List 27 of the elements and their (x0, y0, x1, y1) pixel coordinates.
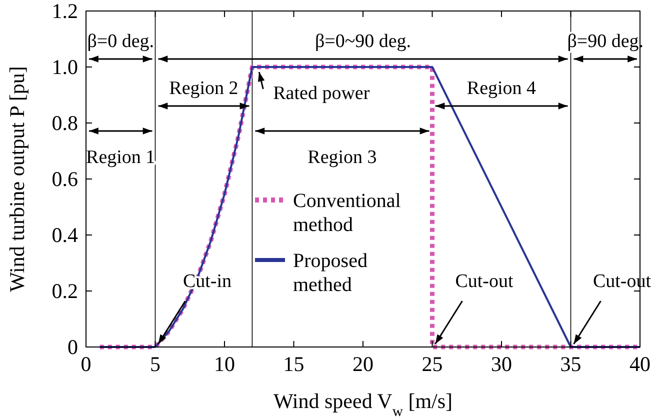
x-tick-label: 30 (491, 352, 512, 376)
annotation: Region 4 (466, 78, 537, 99)
legend-label: Conventional method (293, 190, 402, 236)
y-tick-label: 0.4 (52, 223, 78, 247)
x-tick-label: 35 (560, 352, 582, 376)
y-tick-label: 0.8 (52, 111, 78, 135)
y-tick-label: 1.2 (52, 0, 78, 23)
y-tick-label: 0.2 (52, 279, 78, 303)
annotation: β=0~90 deg. (314, 31, 412, 52)
annotation: Rated power (273, 83, 370, 104)
x-tick-label: 5 (150, 352, 160, 376)
annotation: β=0 deg. (87, 31, 154, 52)
y-tick-label: 0.6 (52, 167, 78, 191)
y-tick-label: 0 (68, 335, 78, 359)
x-tick-label: 10 (214, 352, 235, 376)
annotation: Region 1 (86, 147, 156, 168)
x-tick-label: 15 (283, 352, 304, 376)
x-tick-label: 20 (352, 352, 374, 376)
y-axis-title: Wind turbine output P [pu] (5, 66, 29, 292)
annotation: Region 2 (169, 78, 238, 99)
x-tick-label: 40 (630, 352, 650, 376)
annotation: Region 3 (308, 147, 377, 168)
x-tick-label: 25 (422, 352, 443, 376)
y-tick-label: 1.0 (52, 55, 78, 79)
annotation: Cut-out (455, 271, 514, 292)
x-axis-title: Wind speed V$_{w}$ [m/s] (273, 389, 453, 420)
legend-label: Proposed methed (293, 250, 368, 296)
